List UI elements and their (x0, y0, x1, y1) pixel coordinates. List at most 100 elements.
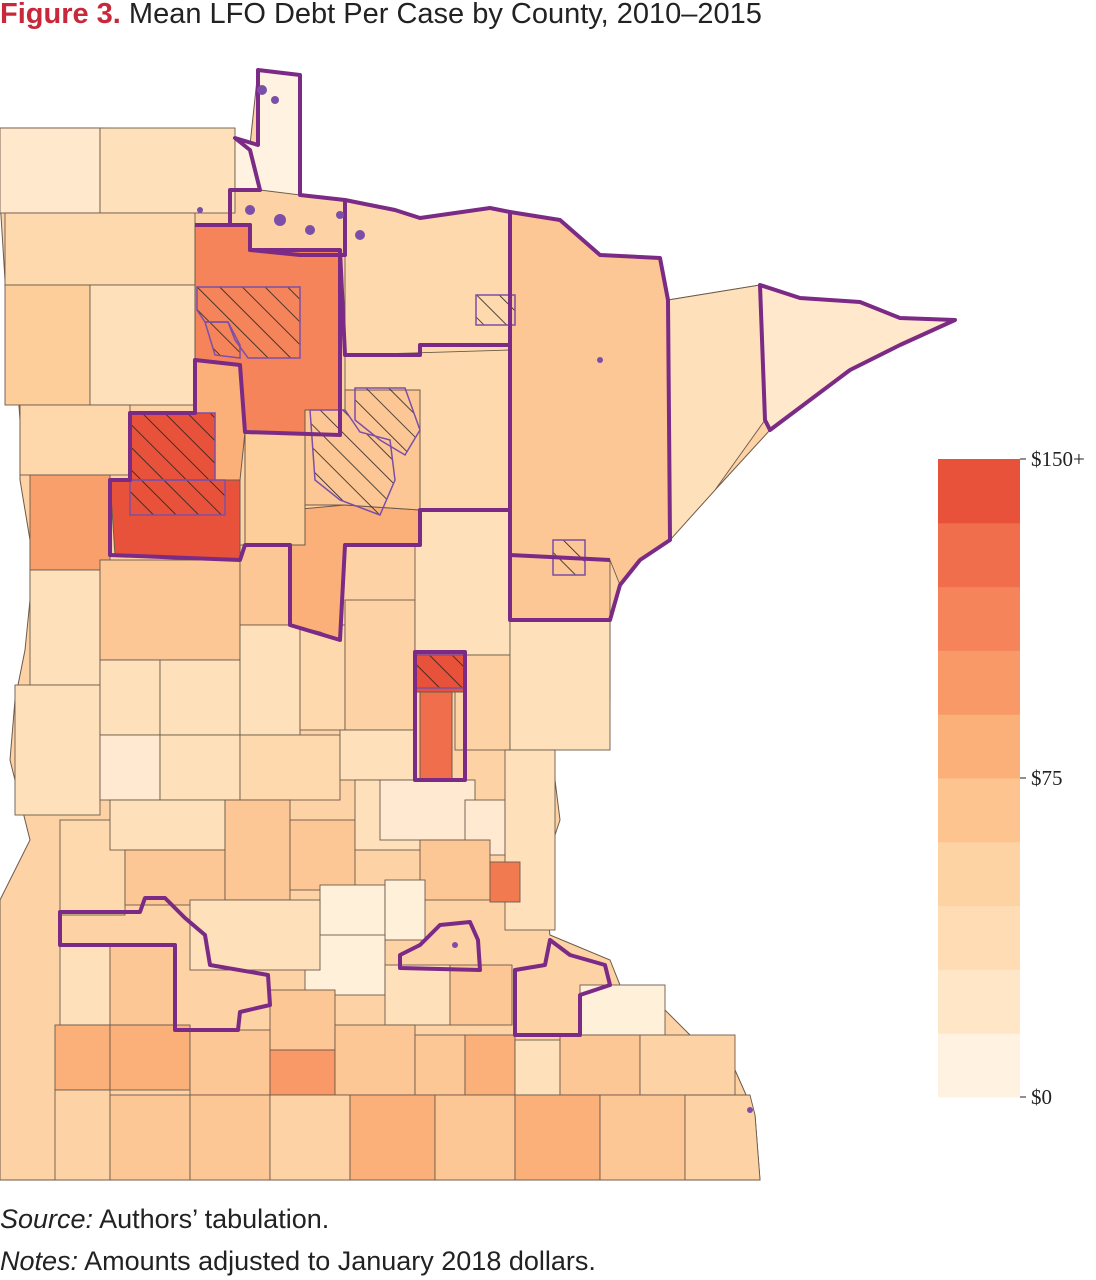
county (59, 944, 111, 1026)
county (234, 69, 301, 196)
county (509, 211, 671, 586)
reservation-boundary (758, 283, 957, 432)
point-clusters (197, 85, 753, 1113)
county (434, 1094, 516, 1181)
county (464, 1034, 516, 1096)
county (379, 779, 476, 841)
county (159, 659, 241, 736)
legend-bin (938, 586, 1020, 651)
reservation-boundary (513, 938, 612, 1037)
county (239, 734, 341, 801)
county (109, 1024, 191, 1091)
county (514, 1039, 561, 1096)
county (54, 1024, 111, 1091)
point-cluster (355, 230, 365, 240)
county (29, 474, 111, 571)
choropleth-map: $150+ $75 $0 (0, 68, 1085, 1181)
county (269, 989, 336, 1051)
county (514, 1094, 601, 1181)
county (109, 1094, 191, 1181)
county (414, 509, 511, 656)
hatched-area (129, 479, 226, 516)
reservation-boundary (108, 223, 512, 642)
county (489, 861, 521, 903)
county (4, 212, 196, 286)
county (0, 127, 101, 214)
legend-bin (938, 714, 1020, 779)
point-cluster (197, 207, 203, 213)
county (189, 1029, 271, 1096)
county-high (244, 431, 306, 546)
county (99, 659, 161, 736)
county (99, 559, 241, 661)
legend-bin (938, 1033, 1020, 1098)
county (684, 1094, 761, 1181)
legend-tick-75: $75 (1031, 766, 1063, 790)
county (289, 819, 356, 891)
county (269, 1049, 336, 1096)
point-cluster (336, 211, 344, 219)
county (509, 619, 611, 751)
county-high (419, 691, 453, 781)
point-cluster (274, 214, 286, 226)
county (239, 624, 301, 736)
county (159, 734, 241, 801)
legend-bin (938, 905, 1020, 970)
county (99, 127, 236, 214)
reservation-boundary (58, 896, 272, 1032)
county (99, 734, 161, 801)
reservation-boundary (228, 68, 347, 257)
county (349, 1094, 436, 1181)
county (419, 839, 491, 901)
county (759, 284, 956, 431)
point-cluster (257, 85, 267, 95)
county (449, 964, 513, 1026)
county (109, 944, 176, 1026)
reservation-boundary (508, 210, 672, 622)
legend-bin (938, 459, 1020, 524)
hatched-area (203, 321, 241, 359)
county (124, 849, 226, 906)
hatched-area (354, 387, 421, 457)
source-label: Source: (0, 1204, 94, 1234)
county (639, 1034, 736, 1096)
reservation-boundary (344, 198, 512, 555)
source-text: Authors’ tabulation. (99, 1204, 330, 1234)
county (89, 284, 196, 406)
reservation-boundary (398, 920, 482, 972)
legend-bin (938, 522, 1020, 588)
county (189, 1094, 271, 1181)
legend-bin (938, 969, 1020, 1034)
notes-text: Amounts adjusted to January 2018 dollars… (84, 1246, 596, 1276)
county (4, 284, 91, 406)
county (54, 1089, 111, 1181)
county (14, 684, 101, 816)
county (384, 879, 426, 941)
county (344, 599, 416, 731)
point-cluster (305, 225, 315, 235)
figure-title: Figure 3. Mean LFO Debt Per Case by Coun… (0, 0, 762, 31)
legend-tick-0: $0 (1031, 1085, 1052, 1109)
county (344, 199, 511, 356)
figure-label: Figure 3. (0, 0, 121, 30)
county (414, 1034, 466, 1096)
legend-ticks: $150+ $75 $0 (1020, 447, 1085, 1109)
county (504, 749, 556, 931)
point-cluster (245, 205, 255, 215)
hatched-area (129, 412, 216, 481)
hatched-area (414, 654, 466, 689)
county (109, 799, 226, 851)
point-cluster (271, 96, 279, 104)
county (239, 544, 291, 626)
figure-title-text: Mean LFO Debt Per Case by County, 2010–2… (128, 0, 762, 30)
reservation-boundaries (58, 68, 957, 1037)
county (269, 1094, 351, 1181)
county (334, 1024, 416, 1096)
legend-bin (938, 650, 1020, 715)
county (189, 899, 321, 971)
point-cluster (747, 1107, 753, 1113)
notes-note: Notes: Amounts adjusted to January 2018 … (0, 1246, 596, 1277)
county (559, 1034, 641, 1096)
hatched-area (475, 294, 516, 326)
county (599, 1094, 686, 1181)
